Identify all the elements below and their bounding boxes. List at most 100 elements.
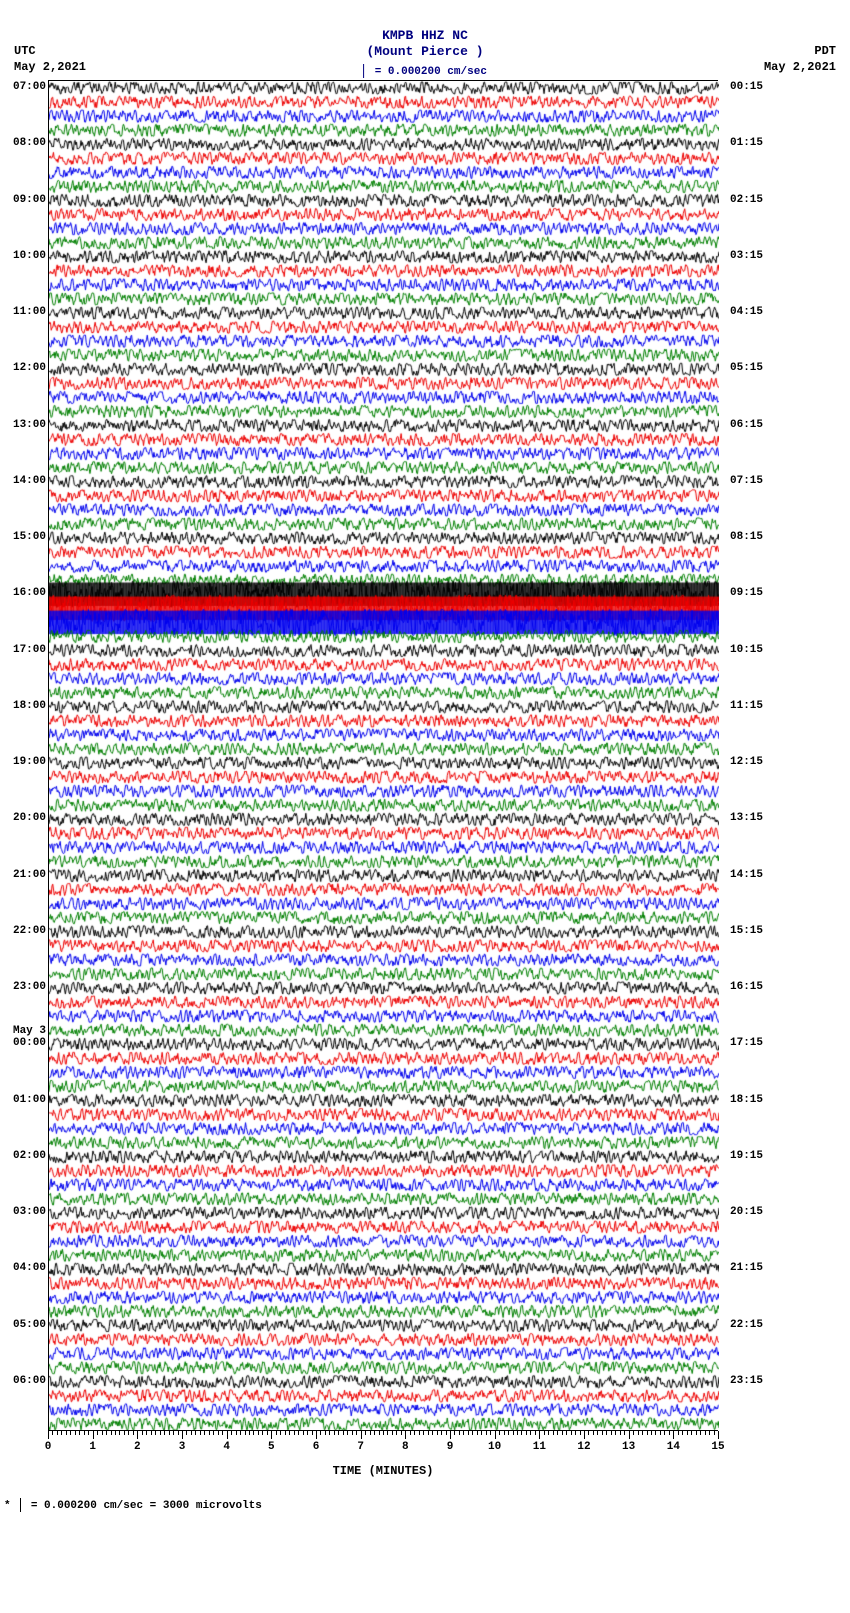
x-minor-tick [553,1431,554,1435]
x-minor-tick [593,1431,594,1435]
left-timezone-block: UTC May 2,2021 [14,44,86,75]
x-minor-tick [432,1431,433,1435]
right-hour-label: 16:15 [730,981,780,993]
x-minor-tick [401,1431,402,1435]
x-tick-label: 14 [667,1441,680,1453]
x-minor-tick [164,1431,165,1435]
footer-text: = 0.000200 cm/sec = 3000 microvolts [31,1500,262,1512]
x-tick-label: 3 [179,1441,186,1453]
x-tick [182,1431,183,1439]
x-tick [673,1431,674,1439]
x-minor-tick [660,1431,661,1435]
x-minor-tick [124,1431,125,1435]
x-minor-tick [633,1431,634,1435]
x-minor-tick [352,1431,353,1435]
left-hour-label: 00:00 [0,1037,46,1049]
x-tick [93,1431,94,1439]
x-minor-tick [392,1431,393,1435]
x-minor-tick [347,1431,348,1435]
x-minor-tick [638,1431,639,1435]
right-hour-label: 20:15 [730,1206,780,1218]
left-hour-label: 05:00 [0,1319,46,1331]
x-minor-tick [280,1431,281,1435]
x-minor-tick [526,1431,527,1435]
left-hour-label: 04:00 [0,1262,46,1274]
right-hour-label: 00:15 [730,81,780,93]
x-minor-tick [696,1431,697,1435]
x-minor-tick [249,1431,250,1435]
x-minor-tick [231,1431,232,1435]
x-axis: 0123456789101112131415 TIME (MINUTES) [48,1430,718,1474]
right-hour-label: 19:15 [730,1150,780,1162]
x-minor-tick [655,1431,656,1435]
x-tick-label: 1 [89,1441,96,1453]
x-minor-tick [472,1431,473,1435]
left-hour-label: 20:00 [0,812,46,824]
left-hour-label: 03:00 [0,1206,46,1218]
x-tick [495,1431,496,1439]
right-hour-label: 14:15 [730,869,780,881]
x-minor-tick [602,1431,603,1435]
x-tick-label: 12 [577,1441,590,1453]
x-minor-tick [714,1431,715,1435]
x-minor-tick [700,1431,701,1435]
x-minor-tick [97,1431,98,1435]
x-minor-tick [642,1431,643,1435]
x-minor-tick [544,1431,545,1435]
day-label: May 3 [0,1025,46,1037]
x-minor-tick [383,1431,384,1435]
x-minor-tick [387,1431,388,1435]
x-minor-tick [84,1431,85,1435]
x-axis-ticks: 0123456789101112131415 [48,1430,718,1442]
x-tick [405,1431,406,1439]
x-tick-label: 8 [402,1441,409,1453]
helicorder-plot [48,80,718,1430]
x-tick [137,1431,138,1439]
x-minor-tick [204,1431,205,1435]
left-time-labels: 07:0008:0009:0010:0011:0012:0013:0014:00… [0,80,46,1430]
x-minor-tick [267,1431,268,1435]
x-minor-tick [236,1431,237,1435]
plot-wrap: 07:0008:0009:0010:0011:0012:0013:0014:00… [0,80,850,1430]
x-minor-tick [66,1431,67,1435]
left-hour-label: 11:00 [0,306,46,318]
x-minor-tick [530,1431,531,1435]
x-minor-tick [454,1431,455,1435]
x-minor-tick [213,1431,214,1435]
x-minor-tick [606,1431,607,1435]
left-hour-label: 06:00 [0,1375,46,1387]
right-hour-label: 09:15 [730,587,780,599]
footer-scale: * = 0.000200 cm/sec = 3000 microvolts [4,1498,850,1512]
x-minor-tick [75,1431,76,1435]
x-minor-tick [705,1431,706,1435]
x-minor-tick [111,1431,112,1435]
seismogram-page: KMPB HHZ NC (Mount Pierce ) UTC May 2,20… [0,0,850,1512]
x-minor-tick [209,1431,210,1435]
x-tick-label: 7 [357,1441,364,1453]
x-minor-tick [481,1431,482,1435]
x-minor-tick [258,1431,259,1435]
scale-bar-icon [363,64,364,78]
x-tick-label: 6 [313,1441,320,1453]
x-tick-label: 2 [134,1441,141,1453]
x-minor-tick [571,1431,572,1435]
x-minor-tick [647,1431,648,1435]
x-minor-tick [285,1431,286,1435]
right-tz-label: PDT [764,44,836,60]
x-minor-tick [517,1431,518,1435]
x-minor-tick [356,1431,357,1435]
x-minor-tick [334,1431,335,1435]
x-minor-tick [115,1431,116,1435]
x-minor-tick [307,1431,308,1435]
right-hour-label: 05:15 [730,362,780,374]
x-minor-tick [102,1431,103,1435]
x-minor-tick [396,1431,397,1435]
right-hour-label: 15:15 [730,925,780,937]
header: KMPB HHZ NC (Mount Pierce ) UTC May 2,20… [0,0,850,80]
x-minor-tick [276,1431,277,1435]
x-minor-tick [611,1431,612,1435]
x-minor-tick [620,1431,621,1435]
x-minor-tick [521,1431,522,1435]
right-hour-label: 23:15 [730,1375,780,1387]
right-hour-label: 08:15 [730,531,780,543]
